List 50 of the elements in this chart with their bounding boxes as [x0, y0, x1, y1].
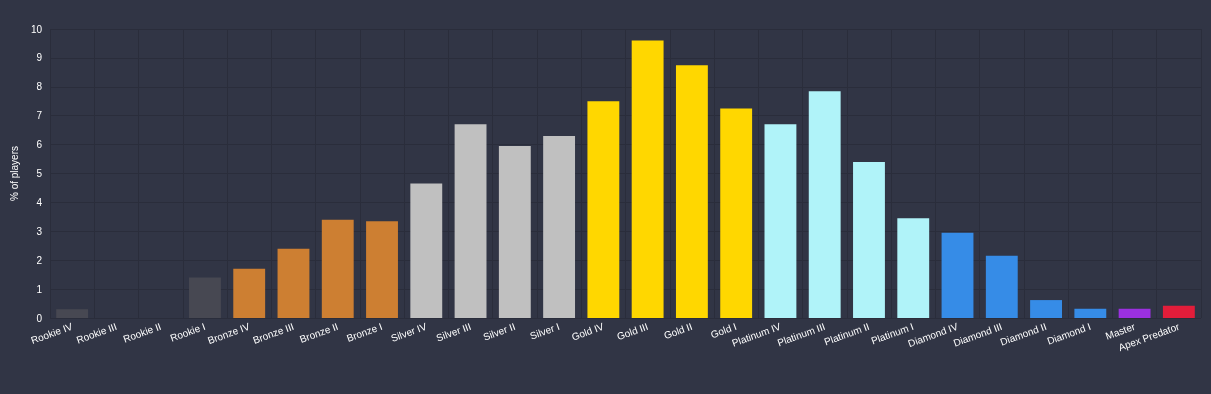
bar: [587, 101, 620, 318]
bar: [675, 65, 708, 318]
y-tick-label: 1: [36, 283, 43, 295]
y-tick-label: 10: [30, 23, 43, 35]
bar: [985, 255, 1018, 318]
y-tick-label: 3: [36, 225, 43, 237]
x-tick-label: Bronze III: [251, 320, 296, 346]
x-tick-label: Rookie II: [121, 320, 163, 345]
bar: [941, 232, 974, 318]
bar: [410, 183, 443, 318]
x-tick-label: Silver IV: [389, 320, 429, 344]
bar: [277, 248, 310, 318]
y-tick-label: 4: [36, 196, 43, 208]
bar: [1118, 308, 1151, 318]
x-tick-label: Bronze IV: [206, 320, 252, 347]
bar: [631, 40, 664, 318]
bar: [1074, 308, 1107, 318]
bar: [764, 124, 797, 318]
bar: [366, 221, 398, 318]
x-tick-label: Bronze I: [345, 320, 384, 344]
y-tick-label: 8: [36, 81, 43, 93]
x-tick-label: Rookie III: [74, 320, 119, 346]
bar: [853, 161, 885, 318]
bar: [454, 124, 487, 318]
x-tick-label: Rookie I: [168, 320, 207, 344]
x-tick-label: Silver II: [481, 320, 517, 343]
x-tick-label: Gold II: [662, 320, 694, 342]
bar: [1030, 300, 1062, 318]
bar: [498, 146, 531, 318]
bar: [808, 91, 841, 318]
bar: [321, 219, 354, 318]
bar: [1162, 305, 1195, 318]
bar: [56, 309, 89, 318]
y-tick-label: 9: [36, 52, 43, 64]
x-tick-label: Gold III: [615, 320, 650, 343]
x-tick-label: Silver III: [434, 320, 473, 344]
bar: [897, 218, 930, 318]
bar: [543, 135, 576, 318]
bar: [189, 277, 221, 318]
y-axis-title: % of players: [9, 145, 21, 202]
bar: [720, 108, 753, 318]
y-tick-label: 0: [36, 312, 43, 324]
y-tick-label: 5: [36, 168, 43, 179]
x-tick-label: Gold IV: [570, 320, 606, 343]
y-tick-label: 2: [36, 254, 43, 266]
x-tick-label: Silver I: [528, 320, 561, 342]
bar: [233, 268, 266, 318]
y-tick-label: 7: [36, 110, 43, 122]
y-tick-label: 6: [36, 139, 43, 151]
x-tick-label: Bronze II: [298, 320, 340, 345]
